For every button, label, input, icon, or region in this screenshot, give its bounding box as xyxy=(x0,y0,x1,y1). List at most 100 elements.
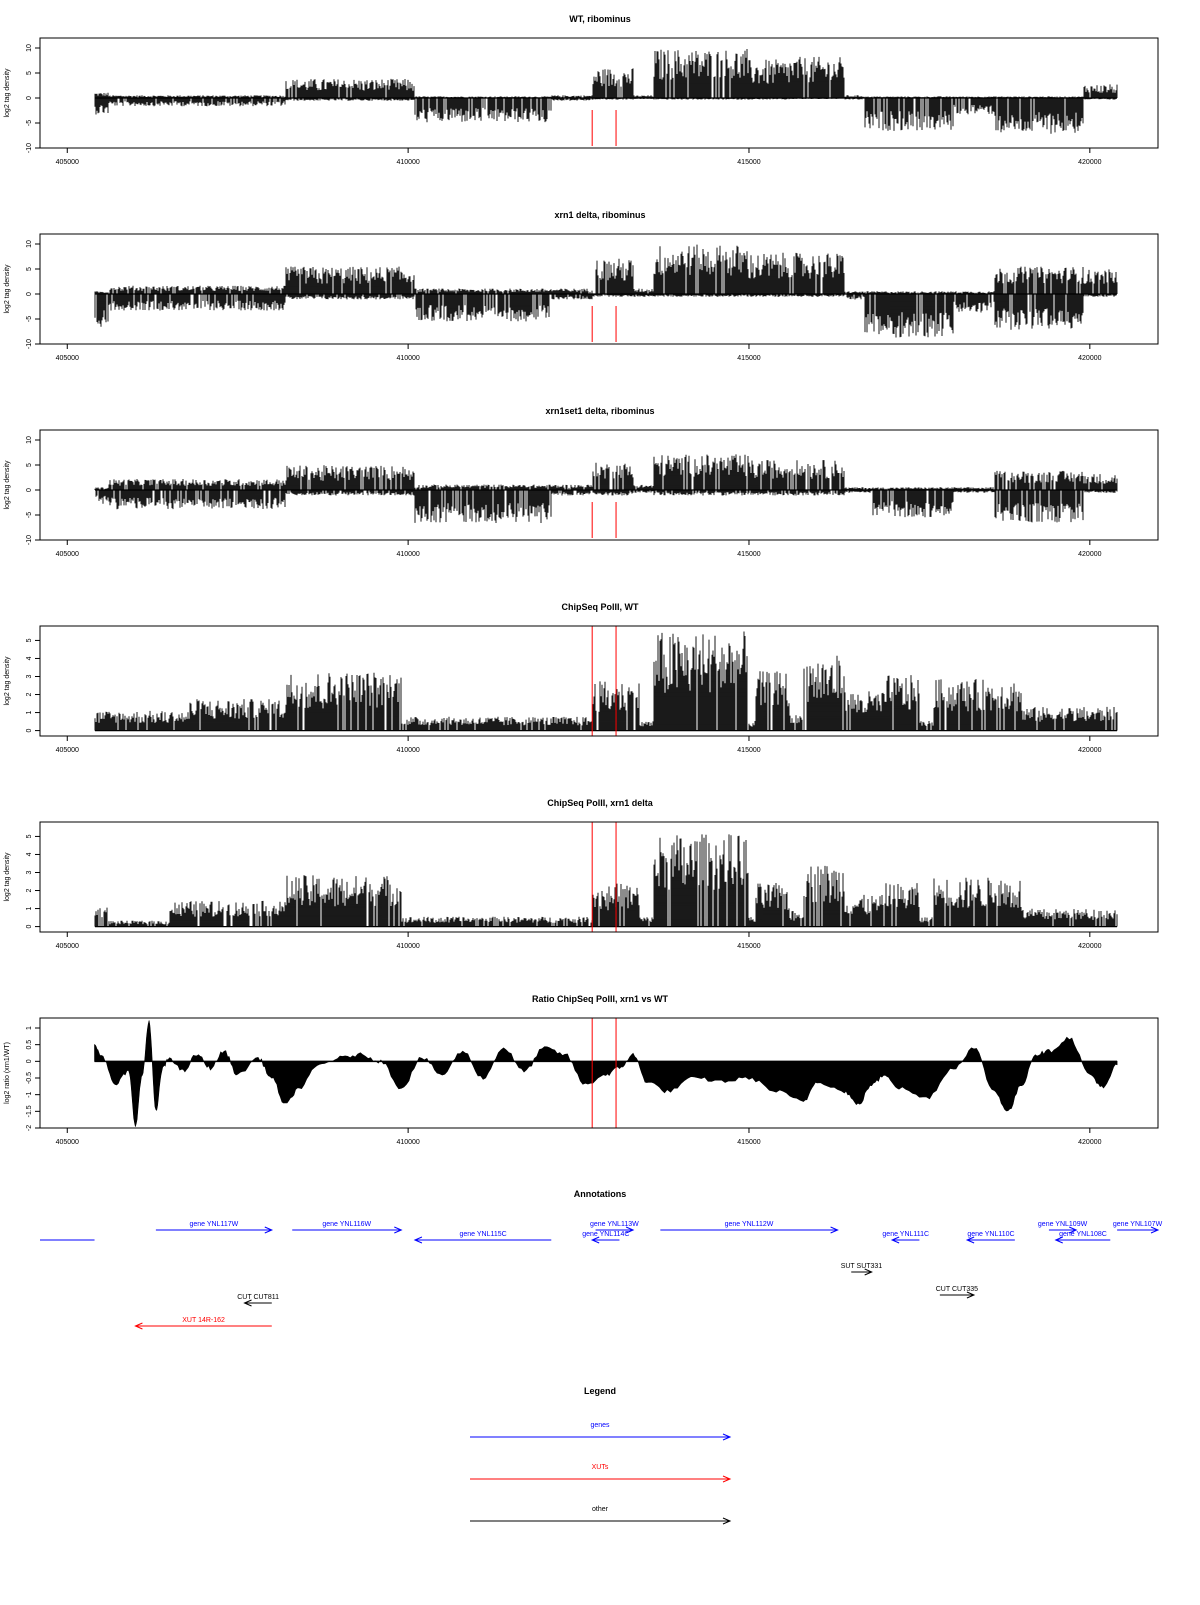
ratio-area xyxy=(94,1020,1118,1127)
x-tick-label: 415000 xyxy=(737,1139,760,1146)
y-axis-label: log2 tag density xyxy=(4,852,11,902)
plot-frame xyxy=(39,37,1159,149)
y-axis: 10 5 0 -5 -10 xyxy=(26,240,40,349)
y-axis: 5 4 3 2 1 0 xyxy=(26,638,40,733)
data-marks xyxy=(94,244,1118,338)
y-tick-label: -1.5 xyxy=(26,1105,33,1117)
y-tick-label: 10 xyxy=(26,44,33,52)
y-axis-label: log2 tag density xyxy=(4,656,11,706)
x-tick-label: 410000 xyxy=(396,355,419,362)
panel-title: WT, ribominus xyxy=(569,14,631,24)
plot-frame xyxy=(39,821,1159,933)
annotation-feature: gene YNL109W xyxy=(1038,1221,1088,1234)
y-tick-label: -5 xyxy=(26,512,33,518)
feature-label: gene YNL113W xyxy=(590,1221,639,1228)
legend-arrow-head xyxy=(722,1433,732,1441)
y-tick-label: -0.5 xyxy=(26,1072,33,1084)
x-tick-label: 420000 xyxy=(1078,355,1101,362)
y-tick-label: -5 xyxy=(26,316,33,322)
legend-arrow-head xyxy=(722,1517,732,1525)
feature-label: gene YNL117W xyxy=(189,1221,238,1228)
x-tick-label: 420000 xyxy=(1078,943,1101,950)
x-tick-label: 415000 xyxy=(737,159,760,166)
positive-bars xyxy=(94,454,1118,490)
feature-label: gene YNL115C xyxy=(459,1231,506,1238)
y-tick-label: 0.5 xyxy=(26,1040,33,1050)
annotation-feature: gene YNL114C xyxy=(582,1231,629,1244)
feature-label: gene YNL107W xyxy=(1113,1221,1163,1228)
y-tick-label: 5 xyxy=(26,834,33,838)
feature-label: gene YNL109W xyxy=(1038,1221,1088,1228)
panel-title: ChipSeq PolII, WT xyxy=(562,602,639,612)
y-tick-label: 1 xyxy=(26,711,33,715)
y-tick-label: 0 xyxy=(26,925,33,929)
annotation-feature: gene YNL116W xyxy=(292,1221,403,1234)
feature-label: CUT CUT335 xyxy=(936,1286,978,1293)
panel-title: xrn1 delta, ribominus xyxy=(554,210,645,220)
legend: Legend genes XUTs other xyxy=(470,1386,732,1525)
x-tick-label: 415000 xyxy=(737,943,760,950)
arrow-head-left xyxy=(134,1322,143,1330)
annotation-feature: gene YNL107W xyxy=(1113,1221,1163,1234)
legend-item-label: other xyxy=(592,1506,609,1513)
plot-frame xyxy=(39,429,1159,541)
legend-item: XUTs xyxy=(470,1464,732,1483)
arrow-head-left xyxy=(965,1236,975,1244)
legend-title: Legend xyxy=(584,1386,616,1396)
y-axis: 10 5 0 -5 -10 xyxy=(26,436,40,545)
x-tick-label: 405000 xyxy=(56,747,79,754)
feature-label: gene YNL114C xyxy=(582,1231,629,1238)
feature-label: gene YNL112W xyxy=(725,1221,774,1228)
arrow-head-right xyxy=(625,1226,635,1234)
y-tick-label: 3 xyxy=(26,674,33,678)
arrow-head-right xyxy=(394,1226,403,1234)
y-tick-label: 4 xyxy=(26,656,33,660)
y-tick-label: -10 xyxy=(26,143,33,153)
feature-label: gene YNL110C xyxy=(967,1231,1014,1238)
legend-item-label: XUTs xyxy=(592,1464,609,1471)
legend-item-label: genes xyxy=(590,1422,610,1429)
arrow-head-right xyxy=(1150,1226,1160,1234)
panel-4: ChipSeq PolII, WT log2 tag density 5 4 3 2 1 0 4… xyxy=(4,602,1159,754)
y-tick-label: 5 xyxy=(26,71,33,75)
panel-title: xrn1set1 delta, ribominus xyxy=(545,406,654,416)
positive-bars xyxy=(94,49,1118,98)
panel-title: Ratio ChipSeq PolII, xrn1 vs WT xyxy=(532,994,669,1004)
y-axis: 1 0.5 0 -0.5 -1 -1.5 -2 xyxy=(26,1026,40,1131)
y-tick-label: 5 xyxy=(26,267,33,271)
positive-bars xyxy=(94,834,1118,927)
y-axis-label: log2 tag density xyxy=(4,460,11,510)
feature-label: XUT 14R-162 xyxy=(182,1317,225,1324)
x-tick-label: 410000 xyxy=(396,747,419,754)
panel-5: ChipSeq PolII, xrn1 delta log2 tag densit… xyxy=(4,798,1159,950)
data-marks xyxy=(94,1020,1118,1127)
panel-1: WT, ribominus log2 tag density 10 5 0 -5 -10 40… xyxy=(4,14,1159,166)
legend-item: other xyxy=(470,1506,732,1525)
feature-label: gene YNL108C xyxy=(1059,1231,1107,1238)
y-axis: 5 4 3 2 1 0 xyxy=(26,834,40,929)
y-tick-label: 2 xyxy=(26,692,33,696)
plot-frame xyxy=(39,625,1159,737)
negative-bars xyxy=(94,294,1117,338)
feature-label: gene YNL111C xyxy=(882,1231,929,1238)
data-marks xyxy=(94,834,1118,928)
y-tick-label: 10 xyxy=(26,436,33,444)
y-tick-label: 1 xyxy=(26,1026,33,1030)
data-marks xyxy=(94,631,1118,732)
x-tick-label: 410000 xyxy=(396,551,419,558)
annotation-feature: gene YNL117W xyxy=(155,1221,274,1234)
feature-label: SUT SUT331 xyxy=(841,1263,883,1270)
legend-item: genes xyxy=(470,1422,732,1441)
annotations-title: Annotations xyxy=(574,1189,627,1199)
annotation-feature: gene YNL112W xyxy=(660,1221,839,1234)
x-tick-label: 415000 xyxy=(737,551,760,558)
y-tick-label: 0 xyxy=(26,729,33,733)
panel-6: Ratio ChipSeq PolII, xrn1 vs WT log2 rati… xyxy=(4,994,1159,1146)
y-tick-label: 0 xyxy=(26,292,33,296)
y-tick-label: 0 xyxy=(26,1059,33,1063)
panel-2: xrn1 delta, ribominus log2 tag density 10 5… xyxy=(4,210,1159,362)
negative-bars xyxy=(94,98,1117,134)
annotation-feature: gene YNL115C xyxy=(413,1231,552,1244)
